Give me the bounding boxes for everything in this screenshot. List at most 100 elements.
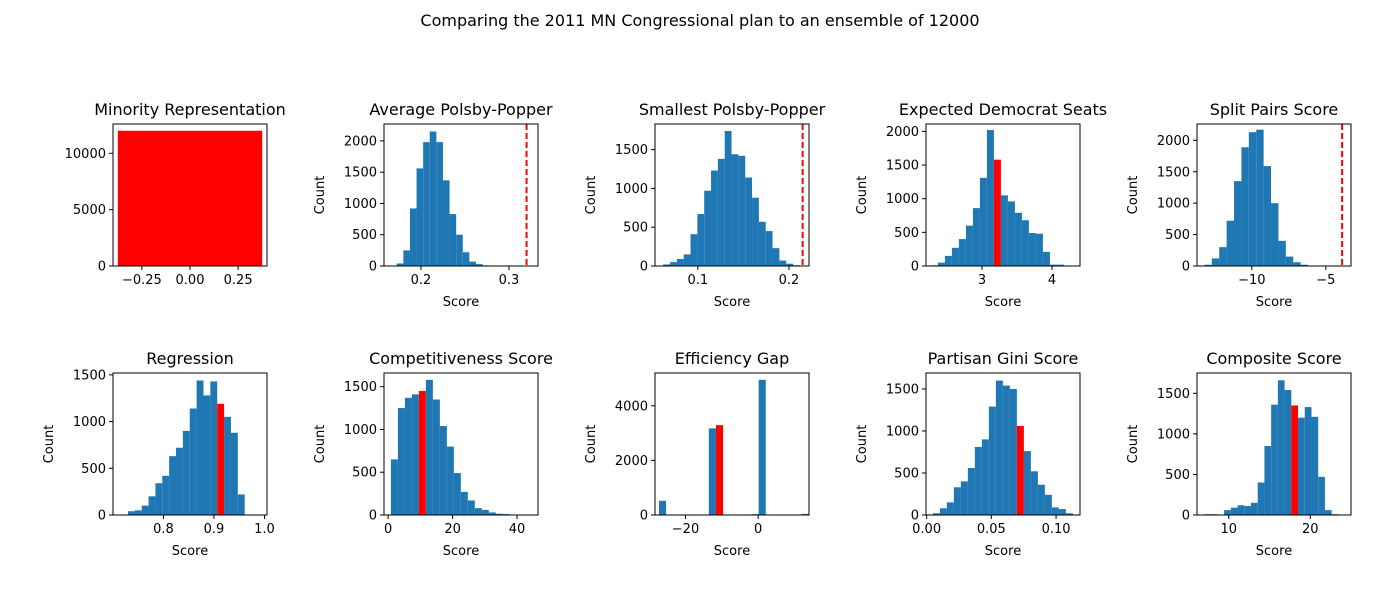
y-tick-label: 0 [640, 509, 648, 524]
subplot-title: Regression [146, 349, 234, 368]
x-tick-label: 0.10 [1042, 522, 1071, 537]
histogram-bar [396, 263, 404, 266]
subplot-1: −0.25 0.00 0.25 0 5000 10000 Minority Represen… [65, 100, 286, 288]
x-tick-label: 0 [754, 522, 762, 537]
histogram-bar [946, 502, 954, 515]
x-tick-label: 0.00 [912, 522, 941, 537]
y-tick-label: 10000 [65, 147, 106, 162]
histogram-bar [127, 511, 135, 515]
histogram-bar [1304, 407, 1312, 515]
histogram-bar [1021, 220, 1029, 266]
histogram-bar [182, 430, 190, 515]
histogram-bar [758, 379, 766, 515]
histogram-bar [117, 130, 263, 266]
histogram-bar [155, 483, 163, 515]
x-tick-label: 0.05 [977, 522, 1006, 537]
subplot-9: 0.00 0.05 0.10 0 500 1000 1500 Partisan Gini Sc… [855, 349, 1081, 559]
histogram-bar [995, 380, 1003, 515]
histogram-bar [409, 208, 417, 266]
y-axis-label: Count [584, 425, 599, 464]
y-tick-label: 1000 [615, 182, 648, 197]
histogram-bar [176, 447, 183, 515]
subplot-4: 3 4 0 500 1000 1500 2000 Expected Democrat Seat… [855, 100, 1107, 310]
current-plan-bar [217, 403, 225, 515]
histogram-bar [439, 426, 447, 515]
subplot-10: 10 20 0 500 1000 1500 Composite Score Score Coun… [1126, 349, 1352, 559]
current-plan-bar [418, 390, 426, 515]
x-tick-label: −10 [1238, 273, 1265, 288]
histogram-bar [979, 177, 987, 266]
histogram-bar [1044, 494, 1052, 515]
y-tick-label: 4000 [615, 399, 648, 414]
y-tick-label: 0 [911, 509, 919, 524]
histogram-bar [148, 496, 156, 515]
subplot-title: Split Pairs Score [1210, 100, 1339, 119]
y-tick-label: 500 [352, 466, 377, 481]
figure-title: Comparing the 2011 MN Congressional plan… [420, 11, 979, 30]
y-tick-label: 0 [1182, 509, 1190, 524]
y-tick-label: 2000 [344, 134, 377, 149]
y-tick-label: 2000 [1157, 134, 1190, 149]
x-tick-label: 0.1 [687, 273, 708, 288]
y-tick-label: 1000 [344, 423, 377, 438]
histogram-bar [141, 505, 149, 515]
histogram-bar [224, 416, 231, 515]
histogram-bar [704, 190, 712, 266]
x-tick-label: 40 [509, 522, 526, 537]
histogram-bar [467, 500, 475, 515]
y-tick-label: 500 [1165, 228, 1190, 243]
histogram-bar [772, 248, 780, 266]
histogram-bar [1237, 505, 1245, 515]
histogram-bar [1023, 451, 1031, 515]
histogram-bar [203, 395, 211, 515]
histogram-bar [404, 397, 412, 515]
histogram-bar [745, 177, 753, 266]
axes-frame [383, 372, 539, 516]
histogram-bar [939, 508, 947, 515]
subplot-title: Competitiveness Score [369, 349, 553, 368]
y-tick-label: 1000 [1157, 197, 1190, 212]
subplot-title: Partisan Gini Score [928, 349, 1079, 368]
histogram-bar [1324, 510, 1332, 515]
histogram-bar [1250, 502, 1258, 515]
subplot-8: −20 0 0 2000 4000 Efficiency Gap Score Count [584, 349, 810, 559]
y-tick-label: 0 [1182, 260, 1190, 275]
histogram-bar [237, 494, 245, 515]
histogram-bar [495, 513, 503, 515]
histogram-bar [1000, 195, 1008, 266]
histogram-bar [683, 254, 691, 266]
y-tick-label: 0 [369, 260, 377, 275]
histogram-bar [397, 408, 405, 515]
histogram-bar [460, 491, 468, 515]
histogram-bar [1056, 264, 1064, 266]
y-tick-label: 1500 [886, 159, 919, 174]
subplot-3: 0.1 0.2 0 500 1000 1500 Smallest Polsby-Popper… [584, 100, 826, 310]
histogram-bar [697, 214, 705, 266]
x-tick-label: 0.25 [224, 273, 253, 288]
y-tick-label: 500 [894, 466, 919, 481]
histogram-bar [958, 239, 966, 266]
histogram-bar [779, 260, 787, 266]
y-axis-label: Count [313, 176, 328, 215]
histogram-bar [752, 197, 759, 266]
subplot-title: Smallest Polsby-Popper [639, 100, 826, 119]
y-tick-label: 1000 [886, 424, 919, 439]
current-plan-bar [1291, 405, 1299, 515]
histogram-bar [972, 208, 980, 266]
x-tick-label: 0.9 [204, 522, 225, 537]
histogram-bar [663, 264, 671, 266]
y-tick-label: 500 [1165, 468, 1190, 483]
y-tick-label: 1500 [1157, 165, 1190, 180]
histogram-bar [1051, 507, 1059, 515]
y-axis-label: Count [855, 176, 870, 215]
x-tick-label: 4 [1048, 273, 1056, 288]
histogram-bar [1278, 240, 1286, 266]
x-tick-label: 20 [444, 522, 461, 537]
histogram-bar [1009, 388, 1017, 515]
histogram-bar [1226, 220, 1235, 266]
y-tick-label: 5000 [73, 203, 106, 218]
histogram-bar [1042, 251, 1050, 266]
axes-frame [1196, 123, 1352, 267]
x-tick-label: 0.2 [411, 273, 432, 288]
